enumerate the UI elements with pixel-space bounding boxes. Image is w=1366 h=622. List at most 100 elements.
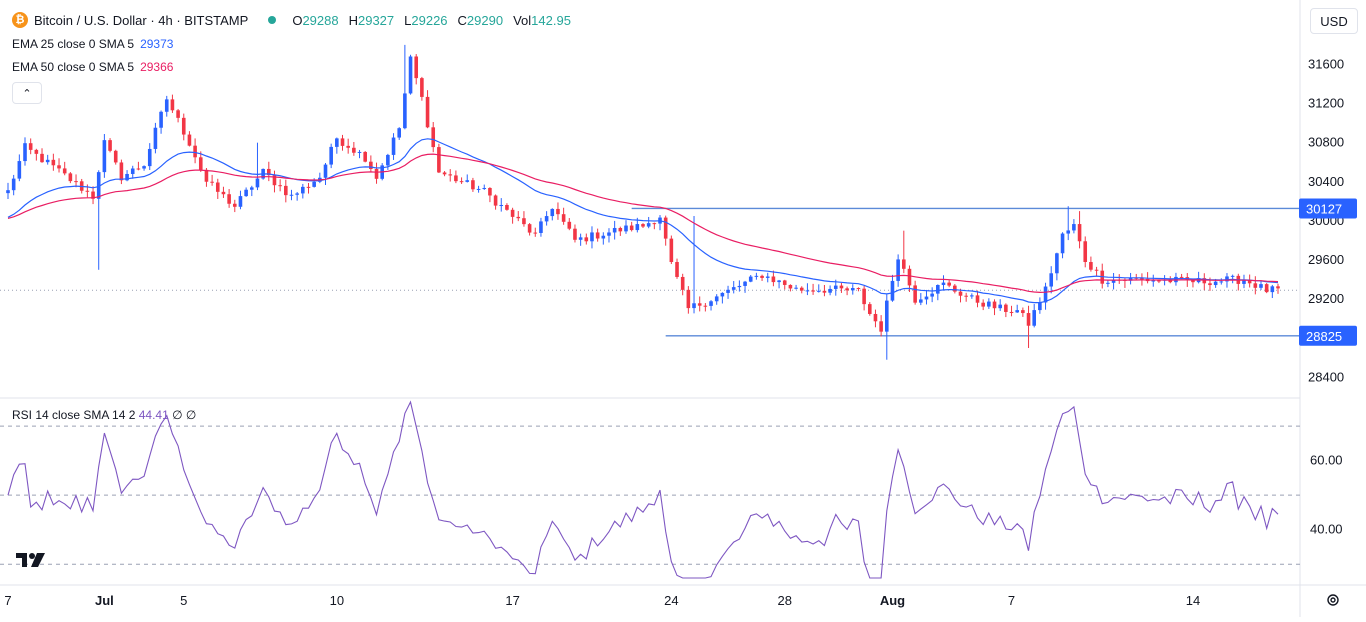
candle-body xyxy=(1043,286,1048,303)
candle-down xyxy=(1264,283,1269,294)
candle-body xyxy=(374,168,379,179)
market-open-icon xyxy=(268,16,277,24)
tradingview-logo[interactable] xyxy=(16,552,46,568)
candle-body xyxy=(482,187,487,189)
rsi-value: 44.41 xyxy=(138,408,169,422)
symbol-title[interactable]: Bitcoin / U.S. Dollar · 4h · BITSTAMP xyxy=(34,12,249,28)
candle-body xyxy=(822,290,827,293)
candle-body xyxy=(1077,224,1082,242)
candle-up xyxy=(1015,304,1019,313)
candle-up xyxy=(142,165,146,171)
candle-body xyxy=(731,287,736,290)
candle-down xyxy=(340,134,345,151)
candle-body xyxy=(108,140,112,151)
candle-down xyxy=(62,161,67,176)
candle-body xyxy=(919,299,923,303)
candle-body xyxy=(11,178,16,191)
candle-down xyxy=(913,280,917,305)
candle-body xyxy=(1151,280,1156,282)
ema25-legend[interactable]: EMA 25 close 0 SMA 5 29373 xyxy=(12,37,173,51)
candle-up xyxy=(658,215,662,231)
candle-body xyxy=(164,99,169,112)
candle-body xyxy=(1004,304,1008,312)
candle-body xyxy=(624,225,628,232)
candle-up xyxy=(539,217,543,237)
candle-body xyxy=(1191,280,1195,283)
time-tick-label: 5 xyxy=(180,593,187,608)
settings-icon[interactable] xyxy=(1326,593,1340,607)
candle-body xyxy=(352,147,356,153)
candle-up xyxy=(1032,304,1037,328)
candle-body xyxy=(958,291,963,296)
candle-body xyxy=(68,173,73,182)
ema50-legend[interactable]: EMA 50 close 0 SMA 5 29366 xyxy=(12,60,173,74)
candle-body xyxy=(550,208,555,217)
candle-body xyxy=(437,147,441,173)
candle-down xyxy=(561,207,566,225)
candle-down xyxy=(782,279,787,290)
candles xyxy=(6,44,1280,360)
candle-body xyxy=(357,151,362,153)
candle-body xyxy=(45,159,50,163)
candle-up xyxy=(550,208,555,221)
candle-body xyxy=(1032,310,1037,326)
candle-body xyxy=(193,145,197,158)
candle-down xyxy=(1021,307,1025,317)
time-tick-label: 14 xyxy=(1186,593,1200,608)
candle-body xyxy=(635,224,640,231)
candle-down xyxy=(267,161,271,182)
candle-body xyxy=(1259,284,1263,288)
candle-body xyxy=(187,134,192,146)
candle-body xyxy=(1247,280,1252,284)
ema50-line xyxy=(7,153,1279,294)
candle-down xyxy=(811,283,815,295)
candle-down xyxy=(210,174,214,186)
candle-body xyxy=(867,304,872,314)
candle-down xyxy=(618,226,623,236)
currency-button[interactable]: USD xyxy=(1310,8,1358,34)
candle-up xyxy=(482,184,487,190)
candle-up xyxy=(153,122,158,154)
candle-down xyxy=(170,94,175,113)
candle-up xyxy=(1259,281,1263,290)
candle-up xyxy=(45,154,50,165)
candle-up xyxy=(941,275,946,291)
candle-down xyxy=(907,265,912,292)
candle-up xyxy=(329,143,333,169)
candle-down xyxy=(431,122,436,153)
price-tick-label: 31200 xyxy=(1308,96,1344,111)
rsi-legend[interactable]: RSI 14 close SMA 14 2 44.41 ∅ ∅ xyxy=(12,408,196,422)
candle-up xyxy=(890,274,895,302)
candle-body xyxy=(902,259,906,269)
candle-body xyxy=(51,159,56,166)
candle-down xyxy=(856,287,861,292)
candle-down xyxy=(442,171,447,177)
candle-down xyxy=(1117,274,1122,284)
candle-down xyxy=(227,189,231,208)
candle-body xyxy=(267,168,271,176)
ohlc-close: C29290 xyxy=(457,12,504,28)
candle-down xyxy=(760,274,764,281)
candle-down xyxy=(1202,273,1207,291)
candle-down xyxy=(527,223,532,236)
time-tick-label: 7 xyxy=(4,593,11,608)
candle-down xyxy=(533,227,538,237)
candle-body xyxy=(714,296,719,302)
candle-body xyxy=(1157,280,1161,282)
candle-down xyxy=(680,273,685,296)
candle-body xyxy=(454,175,458,182)
candle-down xyxy=(68,172,73,184)
candle-up xyxy=(255,142,260,191)
candle-body xyxy=(215,182,220,192)
candle-body xyxy=(289,194,294,196)
candle-up xyxy=(295,192,299,201)
candle-body xyxy=(998,304,1002,309)
candle-body xyxy=(221,191,226,195)
candle-body xyxy=(697,303,702,306)
candle-body xyxy=(913,285,917,303)
candle-up xyxy=(624,220,628,234)
collapse-legend-button[interactable]: ⌃ xyxy=(12,82,42,104)
candle-body xyxy=(947,282,951,286)
